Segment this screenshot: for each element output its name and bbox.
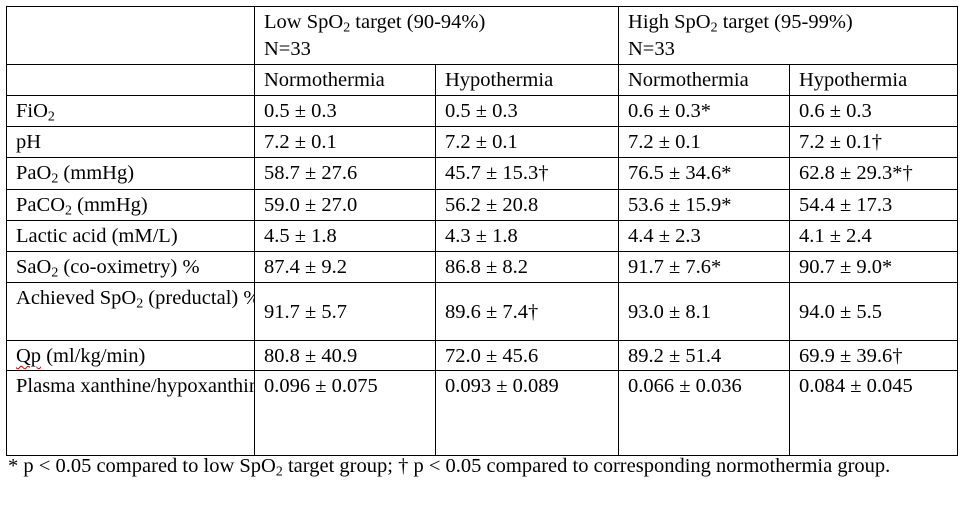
row-label: Qp (ml/kg/min): [6, 340, 255, 371]
table-row: SaO2 (co-oximetry) % 87.4 ± 9.2 86.8 ± 8…: [6, 251, 959, 283]
cell-low-normothermia: 7.2 ± 0.1: [254, 126, 436, 158]
cell-low-hypothermia: 0.5 ± 0.3: [435, 95, 619, 127]
cell-low-normothermia: 4.5 ± 1.8: [254, 220, 436, 252]
low-target-title: Low SpO2 target (90-94%): [264, 11, 486, 36]
table-row: FiO2 0.5 ± 0.3 0.5 ± 0.3 0.6 ± 0.3* 0.6 …: [6, 95, 959, 127]
subheader-low-hypothermia: Hypothermia: [435, 64, 619, 96]
table-footnote: * p < 0.05 compared to low SpO2 target g…: [8, 455, 891, 480]
cell-high-normothermia: 0.066 ± 0.036: [618, 370, 790, 456]
cell-high-hypothermia: 54.4 ± 17.3: [788, 189, 959, 221]
table-row: Qp (ml/kg/min) 80.8 ± 40.9 72.0 ± 45.6 8…: [6, 340, 959, 371]
cell-high-normothermia: 93.0 ± 8.1: [618, 282, 790, 341]
table-row: Plasma xanthine/hypoxanthine ratio 0.096…: [6, 370, 959, 456]
cell-high-normothermia: 0.6 ± 0.3*: [618, 95, 790, 127]
corner-cell: [6, 6, 255, 65]
cell-high-hypothermia: 90.7 ± 9.0*: [788, 251, 959, 283]
cell-high-hypothermia: 62.8 ± 29.3*†: [788, 157, 959, 190]
table-row: Achieved SpO2 (preductal) % 91.7 ± 5.7 8…: [6, 282, 959, 341]
subheader-high-normothermia: Normothermia: [618, 64, 790, 96]
cell-low-hypothermia: 72.0 ± 45.6: [435, 340, 619, 371]
row-label: pH: [6, 126, 255, 158]
results-table: Low SpO2 target (90-94%) N=33 High SpO2 …: [6, 6, 959, 456]
cell-high-normothermia: 4.4 ± 2.3: [618, 220, 790, 252]
cell-high-hypothermia: 94.0 ± 5.5: [788, 282, 959, 341]
cell-high-hypothermia: 0.084 ± 0.045: [788, 370, 959, 456]
subheader-row: Normothermia Hypothermia Normothermia Hy…: [6, 64, 959, 96]
row-label: Lactic acid (mM/L): [6, 220, 255, 252]
cell-high-hypothermia: 7.2 ± 0.1†: [788, 126, 959, 158]
cell-low-hypothermia: 45.7 ± 15.3†: [435, 157, 619, 190]
cell-high-normothermia: 89.2 ± 51.4: [618, 340, 790, 371]
cell-high-normothermia: 76.5 ± 34.6*: [618, 157, 790, 190]
table-row: PaO2 (mmHg) 58.7 ± 27.6 45.7 ± 15.3† 76.…: [6, 157, 959, 190]
subheader-empty-cell: [6, 64, 255, 96]
row-label: Plasma xanthine/hypoxanthine ratio: [6, 370, 255, 456]
cell-low-hypothermia: 89.6 ± 7.4†: [435, 282, 619, 341]
cell-low-hypothermia: 4.3 ± 1.8: [435, 220, 619, 252]
cell-low-normothermia: 87.4 ± 9.2: [254, 251, 436, 283]
cell-high-normothermia: 91.7 ± 7.6*: [618, 251, 790, 283]
cell-high-hypothermia: 69.9 ± 39.6†: [788, 340, 959, 371]
cell-low-normothermia: 0.5 ± 0.3: [254, 95, 436, 127]
table-row: Lactic acid (mM/L) 4.5 ± 1.8 4.3 ± 1.8 4…: [6, 220, 959, 252]
cell-low-hypothermia: 0.093 ± 0.089: [435, 370, 619, 456]
table-row: pH 7.2 ± 0.1 7.2 ± 0.1 7.2 ± 0.1 7.2 ± 0…: [6, 126, 959, 158]
high-target-header: High SpO2 target (95-99%) N=33: [617, 6, 959, 65]
cell-low-hypothermia: 7.2 ± 0.1: [435, 126, 619, 158]
high-target-title: High SpO2 target (95-99%): [628, 11, 853, 36]
row-label: PaO2 (mmHg): [6, 157, 255, 190]
row-label: PaCO2 (mmHg): [6, 189, 255, 221]
cell-low-normothermia: 0.096 ± 0.075: [254, 370, 436, 456]
cell-high-hypothermia: 0.6 ± 0.3: [788, 95, 959, 127]
cell-low-hypothermia: 56.2 ± 20.8: [435, 189, 619, 221]
row-label: SaO2 (co-oximetry) %: [6, 251, 255, 283]
table-row: PaCO2 (mmHg) 59.0 ± 27.0 56.2 ± 20.8 53.…: [6, 189, 959, 221]
cell-high-normothermia: 7.2 ± 0.1: [618, 126, 790, 158]
group-header-row: Low SpO2 target (90-94%) N=33 High SpO2 …: [6, 6, 959, 65]
high-target-n: N=33: [628, 38, 675, 60]
cell-high-normothermia: 53.6 ± 15.9*: [618, 189, 790, 221]
low-target-header: Low SpO2 target (90-94%) N=33: [254, 6, 619, 65]
subheader-low-normothermia: Normothermia: [254, 64, 436, 96]
subheader-high-hypothermia: Hypothermia: [788, 64, 959, 96]
low-target-n: N=33: [264, 38, 311, 60]
cell-low-normothermia: 91.7 ± 5.7: [254, 282, 436, 341]
cell-low-normothermia: 59.0 ± 27.0: [254, 189, 436, 221]
cell-high-hypothermia: 4.1 ± 2.4: [788, 220, 959, 252]
cell-low-normothermia: 80.8 ± 40.9: [254, 340, 436, 371]
row-label: Achieved SpO2 (preductal) %: [6, 282, 255, 341]
cell-low-normothermia: 58.7 ± 27.6: [254, 157, 436, 190]
cell-low-hypothermia: 86.8 ± 8.2: [435, 251, 619, 283]
row-label: FiO2: [6, 95, 255, 127]
